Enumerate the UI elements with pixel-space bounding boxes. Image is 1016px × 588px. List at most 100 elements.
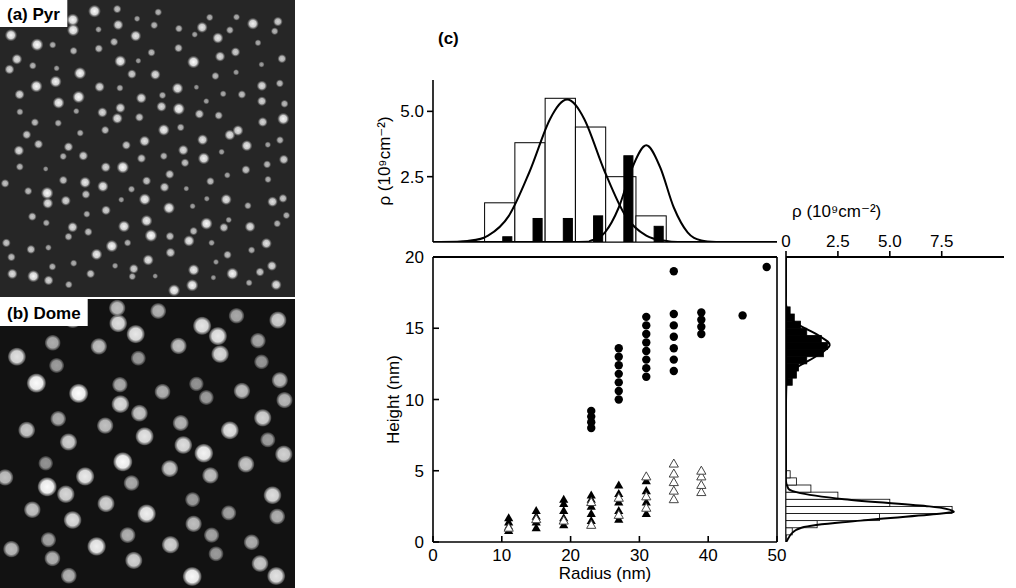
afm-dot (277, 54, 286, 63)
afm-dot (271, 27, 279, 35)
y-tick (433, 541, 439, 543)
afm-dot (226, 268, 238, 280)
histogram-bar (786, 485, 811, 492)
scatter-point (669, 469, 678, 477)
afm-dot (233, 69, 240, 76)
afm-dot (2, 238, 11, 247)
afm-dot (70, 259, 78, 267)
scatter-point (587, 509, 596, 517)
afm-dot (159, 91, 167, 99)
afm-dot (124, 239, 132, 247)
afm-dot (83, 210, 91, 218)
afm-dot (196, 22, 207, 33)
scatter-point (614, 510, 623, 518)
y-tick (433, 399, 439, 401)
scatter-point (669, 495, 678, 503)
scatter-point (559, 495, 568, 503)
afm-dot (53, 97, 65, 109)
afm-dot (175, 25, 183, 33)
x-tick (639, 536, 641, 542)
fit-curve (433, 100, 777, 242)
afm-dot (43, 166, 49, 172)
afm-dot (210, 275, 216, 281)
afm-dot (245, 221, 256, 232)
afm-dot (123, 474, 140, 491)
x-tick-label: 2.5 (826, 232, 850, 251)
afm-dot (31, 38, 44, 51)
afm-dot (237, 455, 255, 473)
scatter-point (642, 347, 650, 355)
y-tick (427, 111, 433, 113)
afm-dot (110, 38, 119, 47)
plot-area (504, 263, 771, 534)
afm-dot (101, 205, 111, 215)
y-tick-label: 0 (415, 533, 424, 552)
afm-dot (142, 176, 151, 185)
afm-dot (22, 130, 31, 139)
afm-dot (76, 129, 84, 137)
scatter-point (615, 353, 623, 361)
scatter-point (670, 333, 678, 341)
y-tick-label: 5.0 (400, 102, 424, 121)
afm-dot (264, 176, 272, 184)
afm-dot (243, 534, 260, 551)
scatter-point (559, 506, 568, 514)
afm-dot (206, 14, 214, 22)
afm-dot (116, 84, 124, 92)
y-tick (433, 256, 439, 258)
histogram-bar (786, 343, 828, 350)
afm-dot (254, 39, 261, 46)
panel-label-box (0, 0, 67, 27)
afm-dot (165, 170, 175, 180)
scatter-point (615, 361, 623, 369)
scatter-point (532, 515, 541, 523)
afm-dot (130, 350, 146, 366)
x-tick (889, 251, 891, 257)
afm-dot (116, 161, 129, 174)
afm-dot (67, 222, 78, 233)
afm-dot (94, 82, 105, 93)
scatter-point (614, 480, 623, 488)
afm-dot (152, 273, 158, 279)
afm-background (0, 299, 295, 588)
afm-dot (101, 126, 110, 135)
afm-dot (211, 345, 230, 364)
scatter-point (559, 516, 568, 524)
afm-dot (267, 196, 278, 207)
axes: 2.5 5.0 (400, 80, 777, 242)
afm-dot (263, 486, 282, 505)
afm-background (0, 0, 295, 297)
afm-dot (68, 383, 89, 404)
afm-dot (278, 194, 287, 203)
afm-dot (97, 107, 108, 118)
afm-dot (163, 202, 175, 214)
x-tick-label: 5.0 (878, 232, 902, 251)
afm-dot (161, 535, 180, 554)
afm-dot (257, 80, 268, 91)
afm-dot (128, 273, 136, 281)
afm-dot (67, 24, 80, 37)
afm-dot (136, 93, 147, 104)
y-tick-label: 2.5 (400, 168, 424, 187)
afm-dot (78, 151, 88, 161)
scatter-point (642, 364, 650, 372)
afm-dot (137, 154, 146, 163)
afm-dot (113, 20, 124, 31)
panel-label: (c) (438, 29, 459, 48)
afm-dot (2, 540, 20, 558)
afm-dot (23, 501, 41, 519)
afm-dot (34, 139, 44, 149)
afm-dot (189, 227, 198, 236)
x-tick (785, 251, 787, 257)
afm-dot (79, 177, 91, 189)
scatter-point (642, 330, 650, 338)
afm-dot (260, 432, 277, 449)
x-tick (432, 536, 434, 542)
afm-dot (124, 551, 143, 570)
afm-dot (182, 566, 203, 587)
afm-dot (184, 491, 200, 507)
scatter-point (614, 493, 623, 501)
afm-dot (64, 233, 72, 241)
afm-dot (101, 162, 111, 172)
afm-dot (18, 421, 36, 439)
